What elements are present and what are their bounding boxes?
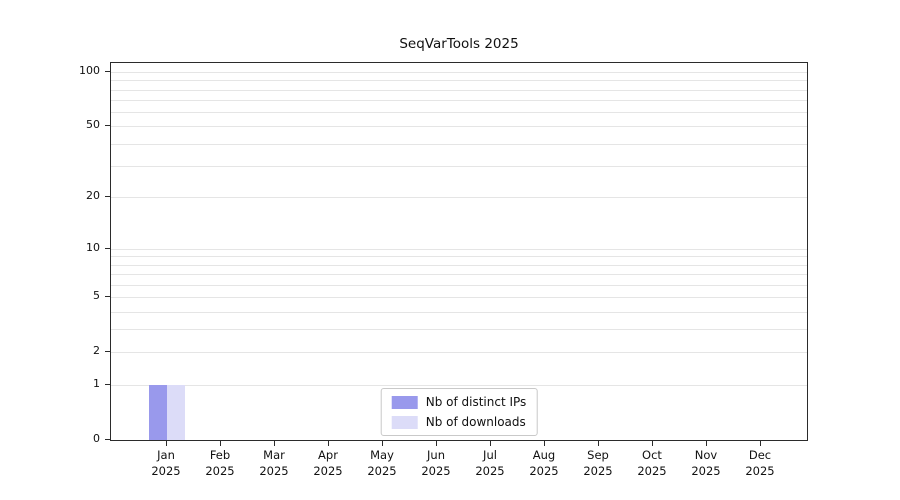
legend-swatch-downloads [391,415,418,429]
x-tick-label: Jan 2025 [151,448,181,478]
chart-title: SeqVarTools 2025 [399,36,519,52]
gridline [111,265,807,266]
y-tick-mark [105,125,110,126]
y-tick-label: 100 [79,63,100,77]
gridline [111,285,807,286]
y-tick-mark [105,351,110,352]
legend-label-downloads: Nb of downloads [425,415,526,429]
x-tick-mark [328,441,329,446]
gridline [111,126,807,127]
x-tick-mark [166,441,167,446]
y-tick-label: 10 [86,240,100,254]
x-tick-label: Sep 2025 [583,448,613,478]
x-tick-mark [544,441,545,446]
y-tick-label: 1 [93,376,100,390]
x-tick-label: Feb 2025 [205,448,235,478]
gridline [111,329,807,330]
x-tick-label: Nov 2025 [691,448,721,478]
gridline [111,256,807,257]
gridline [111,249,807,250]
x-tick-label: Dec 2025 [745,448,775,478]
y-tick-label: 0 [93,432,100,445]
plot-area: Nb of distinct IPs Nb of downloads [110,62,808,441]
x-tick-mark [490,441,491,446]
gridline [111,297,807,298]
gridline [111,166,807,167]
x-tick-mark [706,441,707,446]
y-tick-label: 20 [86,189,100,203]
bar-distinct-ips [149,384,167,440]
x-tick-label: Aug 2025 [529,448,559,478]
gridline [111,144,807,145]
x-tick-label: Apr 2025 [313,448,343,478]
x-tick-label: May 2025 [367,448,397,478]
gridline [111,274,807,275]
gridline [111,90,807,91]
legend-item-distinct-ips: Nb of distinct IPs [391,395,527,409]
legend-swatch-distinct-ips [391,395,418,409]
legend-item-downloads: Nb of downloads [391,415,527,429]
y-tick-mark [105,439,110,440]
gridline [111,112,807,113]
gridline [111,385,807,386]
bar-downloads [167,384,185,440]
y-tick-mark [105,296,110,297]
y-tick-label: 2 [93,344,100,358]
gridline [111,100,807,101]
gridline [111,352,807,353]
gridline [111,80,807,81]
legend-label-distinct-ips: Nb of distinct IPs [425,395,527,409]
gridline [111,72,807,73]
x-tick-mark [274,441,275,446]
x-tick-label: Oct 2025 [637,448,667,478]
x-tick-mark [436,441,437,446]
y-tick-mark [105,248,110,249]
x-tick-label: Jun 2025 [421,448,451,478]
y-tick-mark [105,384,110,385]
gridline [111,197,807,198]
y-tick-mark [105,71,110,72]
y-tick-label: 50 [86,118,100,132]
y-tick-mark [105,196,110,197]
x-tick-mark [220,441,221,446]
y-tick-label: 5 [93,289,100,303]
legend: Nb of distinct IPs Nb of downloads [380,388,538,436]
x-tick-mark [760,441,761,446]
x-tick-mark [382,441,383,446]
gridline [111,312,807,313]
x-tick-label: Mar 2025 [259,448,289,478]
x-tick-mark [652,441,653,446]
x-tick-mark [598,441,599,446]
x-tick-label: Jul 2025 [475,448,505,478]
